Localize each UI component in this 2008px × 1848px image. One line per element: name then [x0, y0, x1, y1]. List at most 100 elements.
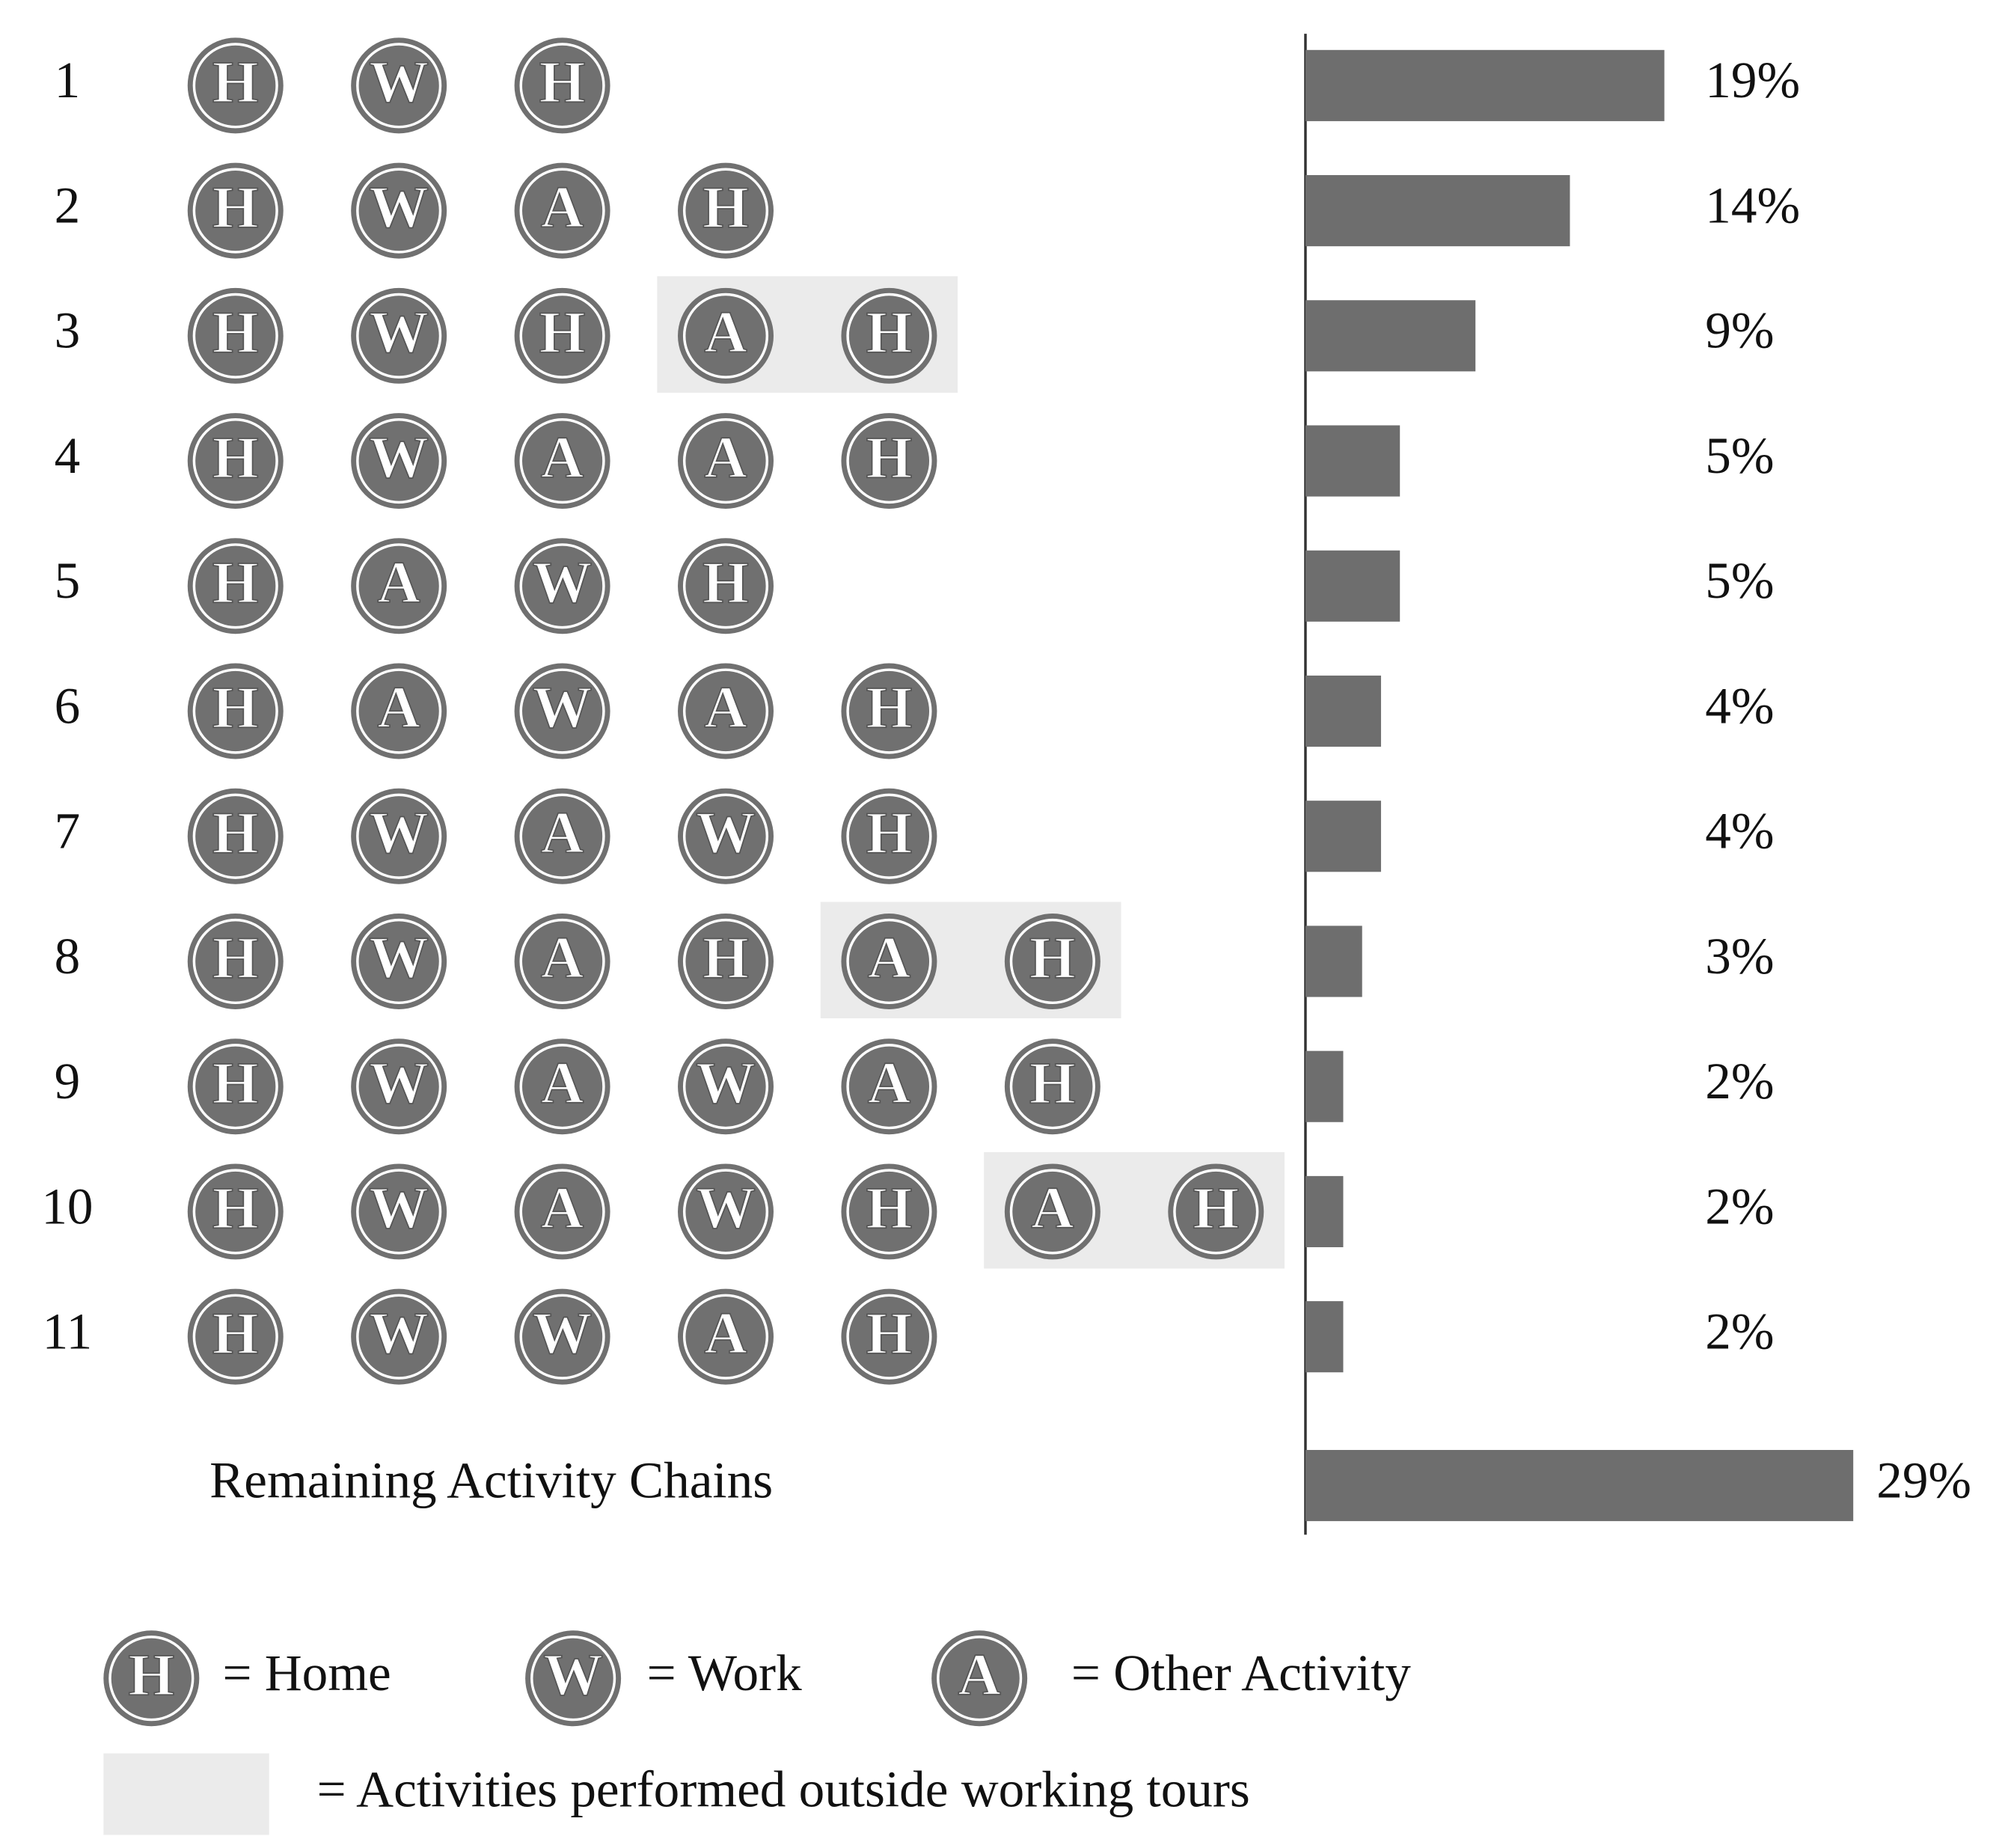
chain-symbol-circle	[841, 913, 937, 1009]
chain-symbol-ring	[519, 417, 605, 504]
chain-symbol-letter: A	[1031, 1175, 1074, 1241]
chain-symbol-ring	[1009, 1169, 1095, 1255]
bar	[1305, 300, 1476, 372]
chain-symbol-letter: H	[212, 300, 259, 366]
chain-symbol-circle	[678, 1163, 774, 1260]
chain-symbol-ring	[682, 1044, 769, 1130]
chain-symbol-circle	[841, 788, 937, 884]
chain-symbol-letter: A	[541, 425, 584, 491]
chain-symbol-circle	[678, 413, 774, 510]
chain-symbol-letter: H	[212, 1050, 259, 1116]
chain-symbol-circle	[187, 37, 284, 134]
chain-symbol-ring	[192, 1169, 278, 1255]
chain-symbol-ring	[519, 1169, 605, 1255]
chain-symbol-letter: A	[377, 550, 420, 616]
chain-symbol-letter: A	[541, 800, 584, 866]
chain-symbol-ring	[846, 1044, 932, 1130]
chain-symbol-letter: W	[533, 675, 593, 741]
chain-symbol-circle	[841, 1288, 937, 1385]
chain-symbol-ring	[356, 168, 442, 254]
category-label: 10	[41, 1177, 93, 1234]
chain-symbol-circle	[678, 1038, 774, 1135]
category-label: 8	[55, 927, 81, 985]
chain-symbol-ring	[519, 543, 605, 629]
chain-symbol-ring	[356, 43, 442, 129]
bar	[1305, 1301, 1344, 1373]
chain-symbol-letter: H	[539, 300, 586, 366]
chain-symbol-ring	[356, 1044, 442, 1130]
chain-symbol-circle	[351, 37, 447, 134]
chain-symbol-ring	[192, 43, 278, 129]
category-label: Remaining Activity Chains	[209, 1451, 773, 1508]
chain-symbol-circle	[1168, 1163, 1264, 1260]
chain-symbol-circle	[351, 1038, 447, 1135]
value-label: 3%	[1705, 927, 1774, 985]
chain-symbol-ring	[846, 668, 932, 754]
category-label: 5	[55, 551, 81, 609]
chain-symbol-letter: W	[369, 174, 429, 240]
chain-symbol-circle	[187, 663, 284, 759]
chain-symbol-letter: W	[369, 800, 429, 866]
chain-symbol-letter: A	[704, 1300, 747, 1366]
chain-symbol-letter: W	[369, 1300, 429, 1366]
chain-symbol-circle	[351, 538, 447, 634]
legend-label: = Work	[647, 1644, 802, 1701]
category-label: 4	[55, 426, 81, 484]
chain-symbol-letter: W	[369, 1050, 429, 1116]
legend-symbol-ring	[108, 1636, 195, 1722]
chain-symbol-ring	[356, 543, 442, 629]
chain-symbol-letter: W	[696, 1175, 756, 1241]
chain-symbol-letter: H	[866, 675, 912, 741]
chain-symbol-ring	[682, 1294, 769, 1380]
chain-symbol-circle	[841, 1038, 937, 1135]
value-label: 9%	[1705, 302, 1774, 359]
bar	[1305, 550, 1401, 622]
chain-symbol-ring	[1009, 918, 1095, 1005]
chain-symbol-letter: H	[212, 174, 259, 240]
chain-symbol-letter: W	[533, 1300, 593, 1366]
chain-symbol-letter: H	[212, 925, 259, 991]
chain-symbol-circle	[678, 663, 774, 759]
chain-symbol-ring	[192, 293, 278, 379]
chain-symbol-letter: A	[704, 300, 747, 366]
chain-symbol-ring	[682, 168, 769, 254]
chain-symbol-letter: A	[377, 675, 420, 741]
chain-symbol-letter: A	[868, 1050, 910, 1116]
chain-symbol-letter: H	[212, 550, 259, 616]
chain-symbol-ring	[356, 918, 442, 1005]
chain-symbol-circle	[351, 162, 447, 259]
chain-symbol-letter: H	[703, 925, 749, 991]
chain-symbol-circle	[514, 413, 610, 510]
category-label: 3	[55, 302, 81, 359]
category-label: 11	[43, 1303, 93, 1360]
chain-symbol-circle	[351, 1288, 447, 1385]
value-label: 2%	[1705, 1303, 1774, 1360]
chain-symbol-ring	[192, 1044, 278, 1130]
legend-symbol-circle	[931, 1630, 1028, 1727]
chain-symbol-circle	[841, 1163, 937, 1260]
chain-symbol-circle	[351, 413, 447, 510]
chain-symbol-ring	[192, 918, 278, 1005]
chain-symbol-ring	[682, 417, 769, 504]
chain-symbol-ring	[1009, 1044, 1095, 1130]
chain-symbol-ring	[682, 668, 769, 754]
chain-symbol-letter: W	[369, 425, 429, 491]
chain-symbol-letter: H	[703, 550, 749, 616]
category-label: 6	[55, 676, 81, 734]
chain-symbol-letter: W	[369, 1175, 429, 1241]
chain-symbol-letter: H	[866, 800, 912, 866]
chain-symbol-ring	[519, 793, 605, 879]
chain-symbol-ring	[356, 417, 442, 504]
chain-symbol-circle	[514, 913, 610, 1009]
chain-symbol-ring	[519, 918, 605, 1005]
legend-symbol-ring	[530, 1636, 616, 1722]
chain-symbol-letter: W	[369, 49, 429, 115]
chain-symbol-letter: H	[1193, 1175, 1239, 1241]
legend-outside-swatch	[103, 1753, 269, 1835]
chain-symbol-ring	[192, 1294, 278, 1380]
legend-label: = Other Activity	[1071, 1644, 1411, 1701]
chain-symbol-circle	[514, 1163, 610, 1260]
chain-symbol-ring	[846, 1294, 932, 1380]
chain-symbol-letter: H	[212, 49, 259, 115]
